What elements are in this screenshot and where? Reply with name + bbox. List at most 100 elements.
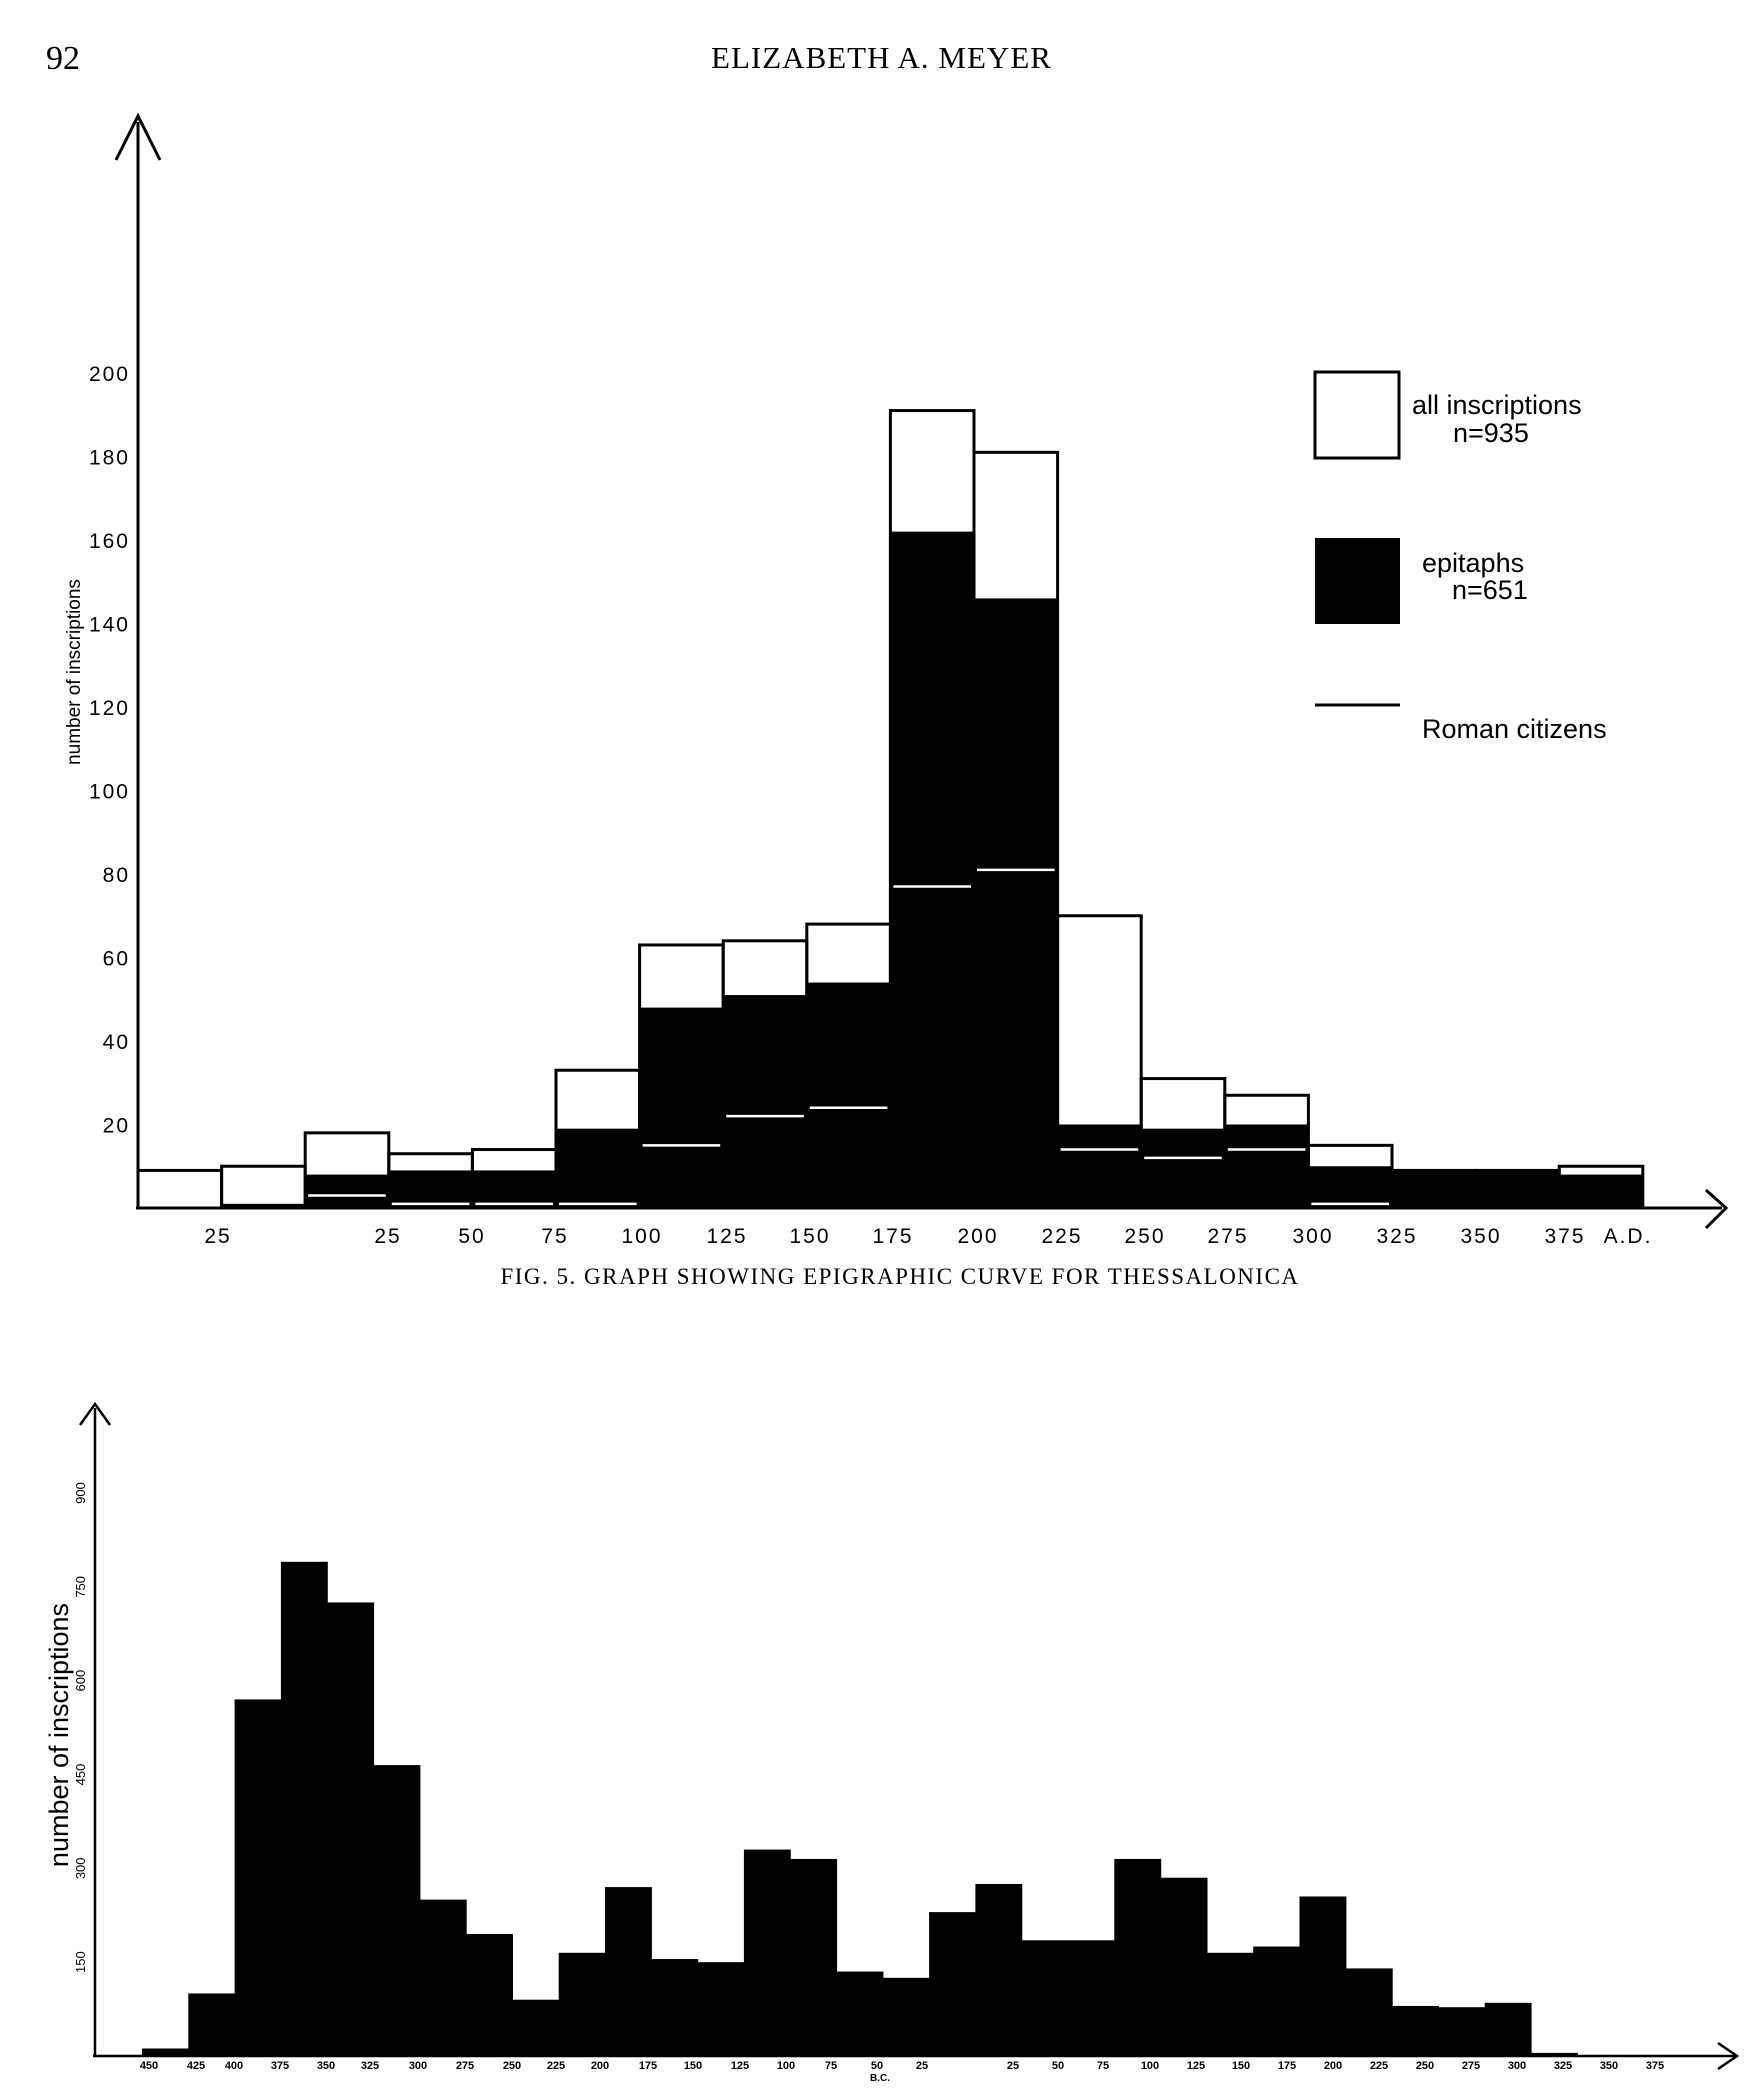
inscription-bar bbox=[1021, 1940, 1069, 2056]
inscription-bar bbox=[836, 1971, 884, 2056]
fig6-y-tick-labels: 150 300 450 600 750 900 bbox=[73, 1482, 88, 1973]
y-tick-label: 600 bbox=[73, 1670, 88, 1692]
y-tick-label: 900 bbox=[73, 1482, 88, 1504]
x-tick-label: 150 bbox=[1232, 2060, 1250, 2072]
inscription-bar bbox=[651, 1959, 699, 2056]
fig6-bars-group bbox=[142, 1561, 1578, 2056]
legend-all-n: n=935 bbox=[1453, 418, 1529, 448]
inscription-bar bbox=[1392, 2005, 1439, 2056]
fig6-x-tick-labels: 450 425 400 375 350 325 300 275 250 225 200 175 150 1… bbox=[140, 2060, 1664, 2084]
figure-5-chart: 20 40 60 80 100 120 140 160 180 200 number of ins… bbox=[64, 112, 1729, 1248]
x-tick-label: 50 bbox=[1052, 2060, 1064, 2072]
inscription-bar bbox=[790, 1858, 838, 2056]
fig5-y-tick-labels: 20 40 60 80 100 120 140 160 180 200 bbox=[89, 363, 130, 1138]
legend-all-swatch bbox=[1313, 370, 1401, 460]
inscription-bar bbox=[466, 1934, 513, 2056]
y-tick-label: 750 bbox=[73, 1576, 88, 1598]
legend-citizens-label: Roman citizens bbox=[1422, 714, 1607, 744]
x-tick-label: 225 bbox=[547, 2060, 565, 2072]
x-tick-label: 25 bbox=[916, 2060, 928, 2072]
inscription-bar bbox=[280, 1561, 328, 2056]
fig6-y-arrowhead bbox=[78, 1401, 112, 1426]
page-number: 92 bbox=[46, 40, 80, 77]
fig5-x-tick-labels: 25 25 50 75 100 125 150 175 200 225 250 275 300 325 35… bbox=[204, 1225, 1653, 1248]
y-tick-label: 40 bbox=[103, 1031, 130, 1054]
x-tick-label: 275 bbox=[1207, 1225, 1248, 1248]
epitaph-bar bbox=[974, 598, 1058, 1208]
inscription-bar bbox=[512, 1999, 560, 2056]
x-tick-label: 25 bbox=[374, 1225, 401, 1248]
inscription-bar bbox=[1068, 1940, 1115, 2056]
epitaph-bar bbox=[221, 1203, 306, 1208]
epitaph-bar bbox=[806, 982, 891, 1208]
fig5-x-arrowhead bbox=[1704, 1188, 1729, 1230]
inscription-bar bbox=[1484, 2002, 1532, 2056]
inscription-bar bbox=[1253, 1946, 1301, 2056]
epitaph-bar bbox=[1559, 1174, 1643, 1208]
x-tick-label: 50 bbox=[458, 1225, 485, 1248]
x-tick-label: 275 bbox=[1462, 2060, 1480, 2072]
era-label: B.C. bbox=[870, 2073, 890, 2084]
inscription-bar bbox=[1114, 1858, 1162, 2056]
x-tick-label: 175 bbox=[639, 2060, 657, 2072]
fig5-y-axis-label: number of inscriptions bbox=[64, 579, 85, 765]
x-tick-label: 25 bbox=[1007, 2060, 1019, 2072]
x-tick-label: 75 bbox=[541, 1225, 568, 1248]
legend-all-label: all inscriptions bbox=[1412, 390, 1582, 420]
x-tick-label: 300 bbox=[1508, 2060, 1526, 2072]
inscription-bar bbox=[188, 1993, 236, 2056]
y-tick-label: 140 bbox=[89, 614, 130, 637]
y-tick-label: 80 bbox=[103, 864, 130, 887]
fig5-axes bbox=[114, 112, 1729, 1230]
inscription-bar bbox=[419, 1899, 467, 2056]
x-tick-label: 425 bbox=[187, 2060, 205, 2072]
x-tick-label: 325 bbox=[1376, 1225, 1417, 1248]
epitaph-bar bbox=[1308, 1166, 1392, 1208]
running-head: ELIZABETH A. MEYER bbox=[711, 40, 1052, 75]
x-tick-label: 125 bbox=[706, 1225, 747, 1248]
x-tick-label: 400 bbox=[225, 2060, 243, 2072]
legend-epitaphs-label: epitaphs bbox=[1422, 548, 1524, 578]
inscription-bar bbox=[605, 1887, 652, 2056]
fig6-x-arrowhead bbox=[1717, 2041, 1740, 2071]
x-tick-label: 100 bbox=[621, 1225, 662, 1248]
x-tick-label: 450 bbox=[140, 2060, 158, 2072]
inscription-bar bbox=[558, 1952, 606, 2056]
x-tick-label: 200 bbox=[1324, 2060, 1342, 2072]
fig6-y-axis-label: number of inscriptions bbox=[44, 1603, 74, 1867]
inscription-bar bbox=[1438, 2007, 1486, 2056]
inscription-bar bbox=[1206, 1952, 1254, 2056]
y-tick-label: 20 bbox=[103, 1115, 130, 1138]
x-tick-label: 175 bbox=[872, 1225, 913, 1248]
x-tick-label: 300 bbox=[409, 2060, 427, 2072]
x-tick-label: 75 bbox=[1097, 2060, 1109, 2072]
legend-epitaphs-swatch bbox=[1315, 538, 1400, 624]
y-tick-label: 180 bbox=[89, 447, 130, 470]
epitaph-bar bbox=[639, 1007, 724, 1208]
epitaph-bar bbox=[1057, 1124, 1142, 1208]
epitaph-bar bbox=[472, 1170, 556, 1208]
inscription-bar bbox=[234, 1699, 282, 2056]
x-tick-label: 350 bbox=[317, 2060, 335, 2072]
inscription-bar bbox=[1531, 2052, 1578, 2056]
inscription-bar bbox=[142, 2048, 189, 2056]
x-tick-label: 200 bbox=[957, 1225, 998, 1248]
x-tick-label: 375 bbox=[1646, 2060, 1664, 2072]
epitaph-bar bbox=[1141, 1128, 1225, 1208]
epitaph-bar bbox=[1224, 1124, 1309, 1208]
y-tick-label: 450 bbox=[73, 1764, 88, 1786]
inscription-bar bbox=[1345, 1968, 1393, 2056]
x-tick-label: 125 bbox=[1187, 2060, 1205, 2072]
epitaph-bar bbox=[556, 1128, 640, 1208]
x-tick-label: 225 bbox=[1370, 2060, 1388, 2072]
x-tick-label: 25 bbox=[204, 1225, 231, 1248]
x-tick-label: 325 bbox=[361, 2060, 379, 2072]
x-tick-label: 250 bbox=[1124, 1225, 1165, 1248]
y-tick-label: 160 bbox=[89, 530, 130, 553]
x-tick-label: 325 bbox=[1554, 2060, 1572, 2072]
x-tick-label: 375 bbox=[271, 2060, 289, 2072]
epitaph-bar bbox=[1392, 1170, 1476, 1208]
legend-epitaphs-n: n=651 bbox=[1452, 575, 1528, 605]
x-tick-label: A.D. bbox=[1604, 1225, 1653, 1248]
